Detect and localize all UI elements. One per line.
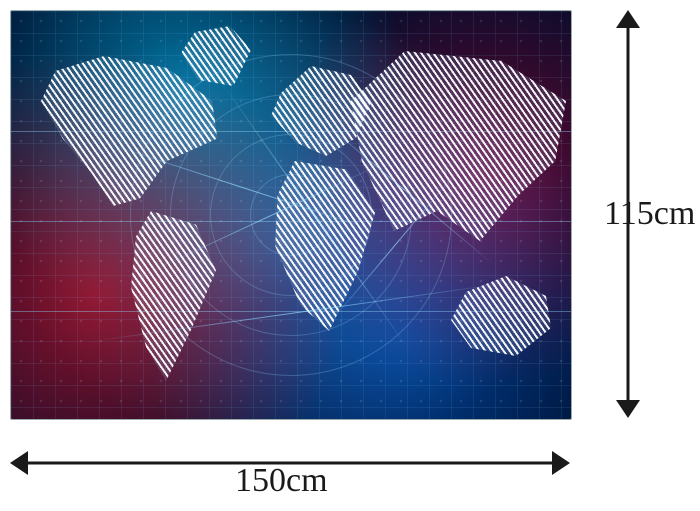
continent-asia: [351, 51, 566, 251]
continent-australia: [451, 276, 551, 356]
continent-north-america: [41, 56, 221, 206]
arrowhead-right-icon: [552, 451, 570, 475]
continent-africa: [266, 161, 381, 331]
world-map-image: [10, 10, 572, 420]
height-dimension-label: 115cm: [604, 195, 695, 233]
continent-south-america: [121, 211, 221, 381]
arrowhead-down-icon: [616, 400, 640, 418]
width-dimension-label: 150cm: [235, 462, 328, 500]
diagram-canvas: 150cm 115cm: [0, 0, 700, 511]
continent-greenland: [181, 26, 251, 86]
arrowhead-left-icon: [10, 451, 28, 475]
arrowhead-up-icon: [616, 10, 640, 28]
